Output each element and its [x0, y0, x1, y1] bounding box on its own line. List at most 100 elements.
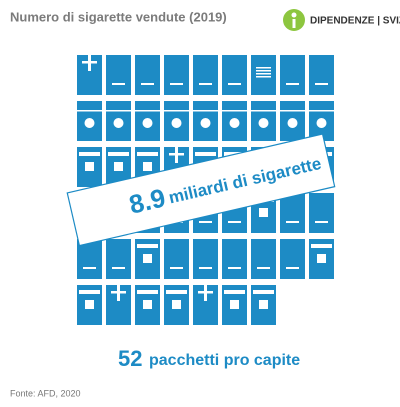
pack-band — [108, 152, 129, 156]
pack — [193, 283, 218, 325]
pack-circle — [316, 118, 327, 128]
pack-window — [317, 254, 326, 263]
pack-stripe — [83, 267, 96, 269]
logo-mark-dot — [291, 12, 297, 18]
pack-body — [222, 239, 247, 279]
pack — [164, 239, 189, 279]
pack-body — [106, 239, 131, 279]
pack-body — [280, 55, 305, 95]
pack — [193, 239, 218, 279]
banner-box — [66, 133, 336, 247]
pack-window — [85, 162, 94, 171]
pack-window — [259, 300, 268, 309]
pack — [222, 239, 247, 279]
pack — [251, 55, 276, 95]
source: Fonte: AFD, 2020 — [10, 388, 81, 398]
pack — [251, 101, 276, 141]
pack-band — [280, 110, 305, 112]
pack-line — [256, 70, 271, 72]
pack-band — [251, 110, 276, 112]
pack-body — [309, 193, 334, 233]
title: Numero di sigarette vendute (2019) — [10, 9, 227, 24]
pack-stripe — [199, 221, 212, 223]
pack-cross-h — [198, 291, 213, 294]
pack-window — [230, 300, 239, 309]
pack-line — [256, 76, 271, 78]
pack — [309, 55, 334, 95]
pack-band — [106, 110, 131, 112]
pack-cross-h — [82, 61, 97, 64]
pack-body — [135, 55, 160, 95]
pack-band — [137, 152, 158, 156]
pack-line — [256, 67, 271, 69]
pack-band — [309, 110, 334, 112]
logo-text: DIPENDENZE | SVIZZERA — [310, 16, 400, 27]
pack-stripe — [315, 83, 328, 85]
pack — [106, 283, 131, 325]
pack — [135, 101, 160, 141]
pack-band — [166, 290, 187, 294]
pack — [222, 55, 247, 95]
pack-stripe — [286, 83, 299, 85]
pack-cross-h — [111, 291, 126, 294]
pack-window — [259, 208, 268, 217]
pack-stripe — [170, 83, 183, 85]
pack-band — [79, 152, 100, 156]
pack-stripe — [286, 267, 299, 269]
pack-body — [280, 239, 305, 279]
pack-body — [193, 239, 218, 279]
pack-body — [106, 55, 131, 95]
pack-cross-h — [169, 153, 184, 156]
pack — [280, 55, 305, 95]
pack-band — [137, 244, 158, 248]
pack — [106, 239, 131, 279]
pack-body — [193, 55, 218, 95]
pack-stripe — [141, 83, 154, 85]
pack-body — [164, 55, 189, 95]
pack-body — [222, 55, 247, 95]
pack-body — [309, 55, 334, 95]
pack — [77, 147, 102, 187]
pack-body — [164, 239, 189, 279]
pack-band — [253, 290, 274, 294]
pack-stripe — [315, 221, 328, 223]
pack-window — [143, 162, 152, 171]
pack-stripe — [228, 83, 241, 85]
pack-band — [135, 110, 160, 112]
pack-stripe — [228, 267, 241, 269]
pack — [309, 239, 334, 279]
pack-stripe — [170, 267, 183, 269]
pack — [222, 101, 247, 141]
count-text: pacchetti pro capite — [149, 352, 300, 369]
pack — [164, 101, 189, 141]
pack — [106, 101, 131, 141]
pack-band — [137, 290, 158, 294]
pack-circle — [258, 118, 269, 128]
pack — [193, 101, 218, 141]
pack-body — [280, 193, 305, 233]
pack — [280, 193, 305, 233]
pack — [77, 101, 102, 141]
pack — [77, 285, 102, 325]
pack-band — [224, 290, 245, 294]
pack-band — [164, 110, 189, 112]
pack — [309, 193, 334, 233]
pack — [135, 55, 160, 95]
pack-stripe — [257, 267, 270, 269]
pack-window — [172, 300, 181, 309]
pack — [280, 101, 305, 141]
pack — [77, 53, 102, 95]
count: 52 — [118, 346, 142, 371]
pack — [222, 285, 247, 325]
pack — [251, 285, 276, 325]
pack-band — [311, 244, 332, 248]
pack-stripe — [228, 221, 241, 223]
pack-band — [222, 110, 247, 112]
pack-window — [143, 300, 152, 309]
pack-stripe — [112, 267, 125, 269]
pack-circle — [171, 118, 182, 128]
pack-circle — [142, 118, 153, 128]
pack — [193, 55, 218, 95]
pack — [164, 285, 189, 325]
